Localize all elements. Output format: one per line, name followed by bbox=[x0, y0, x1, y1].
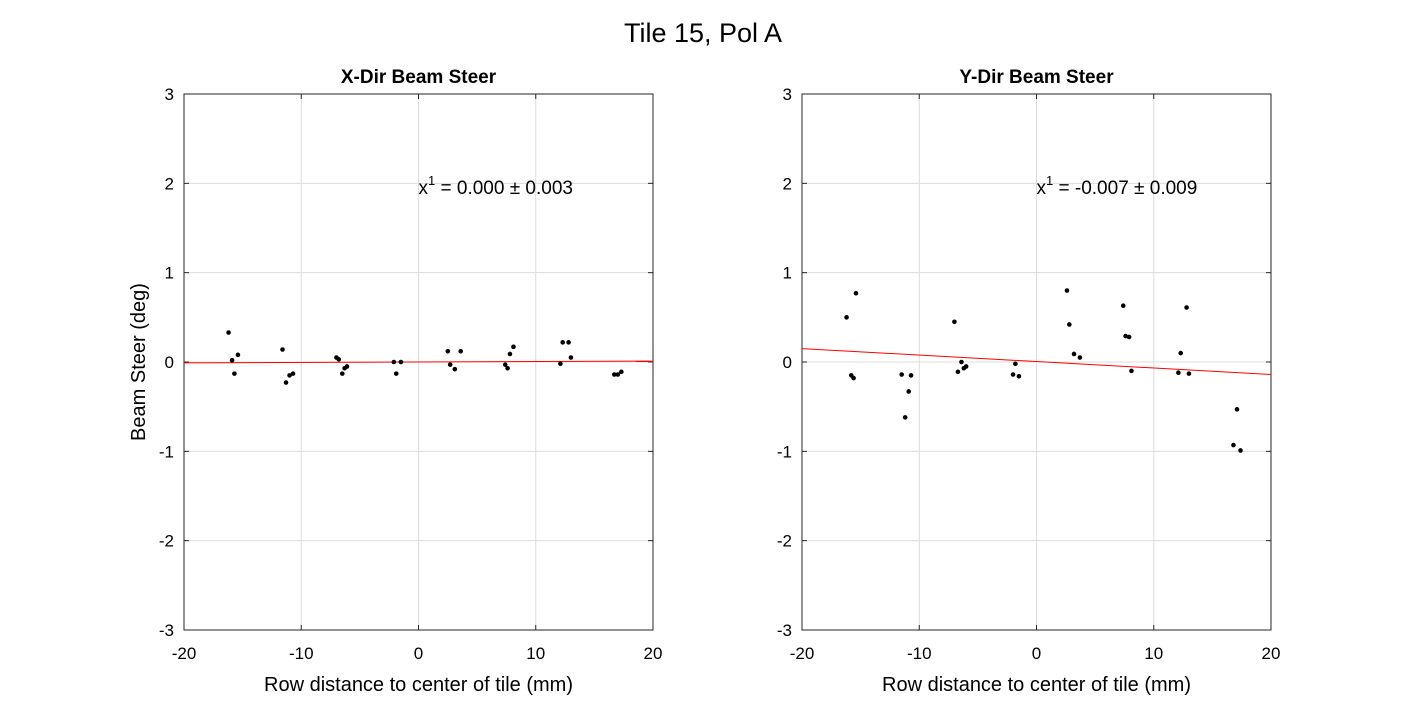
data-point bbox=[959, 359, 964, 365]
data-point bbox=[1186, 371, 1192, 376]
data-point bbox=[226, 330, 231, 335]
data-point bbox=[952, 319, 957, 325]
data-point bbox=[287, 373, 292, 378]
x-axis-label: Row distance to center of tile (mm) bbox=[264, 674, 573, 696]
data-point bbox=[507, 351, 513, 357]
y-tick-label: 3 bbox=[165, 85, 174, 104]
y-tick-label: -1 bbox=[777, 442, 792, 461]
x-tick-label: 20 bbox=[1262, 644, 1281, 663]
data-point bbox=[906, 389, 911, 394]
data-point bbox=[232, 371, 237, 376]
data-point bbox=[280, 347, 285, 352]
data-point bbox=[1016, 373, 1022, 379]
data-point bbox=[1010, 372, 1016, 377]
y-tick-label: -2 bbox=[159, 532, 174, 551]
data-point bbox=[955, 369, 961, 375]
data-point bbox=[851, 375, 856, 381]
y-tick-label: 1 bbox=[783, 264, 792, 283]
fit-annotation: x1 = 0.000 ± 0.003 bbox=[419, 173, 573, 199]
data-point bbox=[902, 415, 908, 420]
data-point bbox=[1129, 368, 1134, 374]
data-point bbox=[566, 340, 571, 345]
x-tick-label: 0 bbox=[1032, 644, 1041, 663]
data-point bbox=[1077, 355, 1083, 360]
y-tick-label: 3 bbox=[783, 85, 792, 104]
data-point bbox=[568, 355, 574, 360]
x-tick-label: 20 bbox=[644, 644, 663, 663]
data-point bbox=[899, 372, 904, 377]
data-point bbox=[963, 364, 969, 369]
data-point bbox=[398, 359, 404, 365]
data-point bbox=[612, 372, 617, 377]
data-point bbox=[1071, 351, 1077, 357]
data-point bbox=[1234, 407, 1240, 412]
x-tick-label: 0 bbox=[414, 644, 423, 663]
data-point bbox=[502, 362, 508, 367]
data-point bbox=[235, 352, 241, 358]
data-point bbox=[1176, 370, 1181, 376]
x-tick-label: -10 bbox=[907, 644, 932, 663]
plot-title: X-Dir Beam Steer bbox=[341, 67, 497, 88]
data-point bbox=[1013, 361, 1018, 367]
data-point bbox=[452, 366, 458, 372]
y-tick-label: 2 bbox=[165, 174, 174, 193]
data-point bbox=[447, 362, 453, 367]
y-tick-label: -1 bbox=[159, 442, 174, 461]
x-tick-label: -20 bbox=[172, 644, 197, 663]
y-tick-label: 0 bbox=[165, 353, 174, 372]
y-tick-label: 0 bbox=[783, 353, 792, 372]
data-point bbox=[1067, 322, 1072, 327]
y-tick-label: -3 bbox=[777, 621, 792, 640]
data-point bbox=[844, 315, 849, 320]
data-point bbox=[283, 380, 289, 385]
data-point bbox=[458, 348, 464, 354]
data-point bbox=[445, 348, 451, 354]
data-point bbox=[1238, 448, 1243, 453]
y-tick-label: 1 bbox=[165, 264, 174, 283]
data-point bbox=[229, 357, 235, 363]
data-point bbox=[853, 290, 859, 296]
y-axis-label: Beam Steer (deg) bbox=[128, 283, 150, 441]
data-point bbox=[336, 357, 342, 362]
data-point bbox=[339, 371, 345, 376]
data-point bbox=[619, 369, 624, 375]
data-point bbox=[505, 365, 510, 371]
x-tick-label: -10 bbox=[289, 644, 314, 663]
data-point bbox=[1231, 442, 1236, 448]
data-point bbox=[1126, 334, 1132, 340]
y-tick-label: 2 bbox=[783, 174, 792, 193]
plot-title: Y-Dir Beam Steer bbox=[959, 67, 1114, 88]
fit-line bbox=[801, 348, 1272, 376]
data-point bbox=[615, 372, 621, 377]
data-point bbox=[558, 361, 563, 367]
data-point bbox=[560, 340, 566, 345]
data-point bbox=[1064, 288, 1070, 293]
fit-annotation: x1 = -0.007 ± 0.009 bbox=[1037, 173, 1198, 199]
data-point bbox=[511, 344, 516, 350]
data-point bbox=[908, 373, 914, 378]
y-tick-label: -3 bbox=[159, 621, 174, 640]
figure-title: Tile 15, Pol A bbox=[624, 18, 782, 48]
y-tick-label: -2 bbox=[777, 532, 792, 551]
data-point bbox=[344, 364, 350, 369]
x-tick-label: 10 bbox=[1144, 644, 1163, 663]
fit-line bbox=[183, 360, 654, 364]
x-axis-label: Row distance to center of tile (mm) bbox=[882, 674, 1191, 696]
data-point bbox=[290, 371, 296, 376]
x-tick-label: -20 bbox=[790, 644, 815, 663]
x-tick-label: 10 bbox=[526, 644, 545, 663]
data-point bbox=[1178, 350, 1184, 356]
data-point bbox=[1184, 305, 1189, 310]
data-point bbox=[1120, 303, 1126, 309]
data-point bbox=[391, 359, 397, 365]
data-point bbox=[1123, 333, 1128, 339]
data-point bbox=[393, 371, 399, 376]
